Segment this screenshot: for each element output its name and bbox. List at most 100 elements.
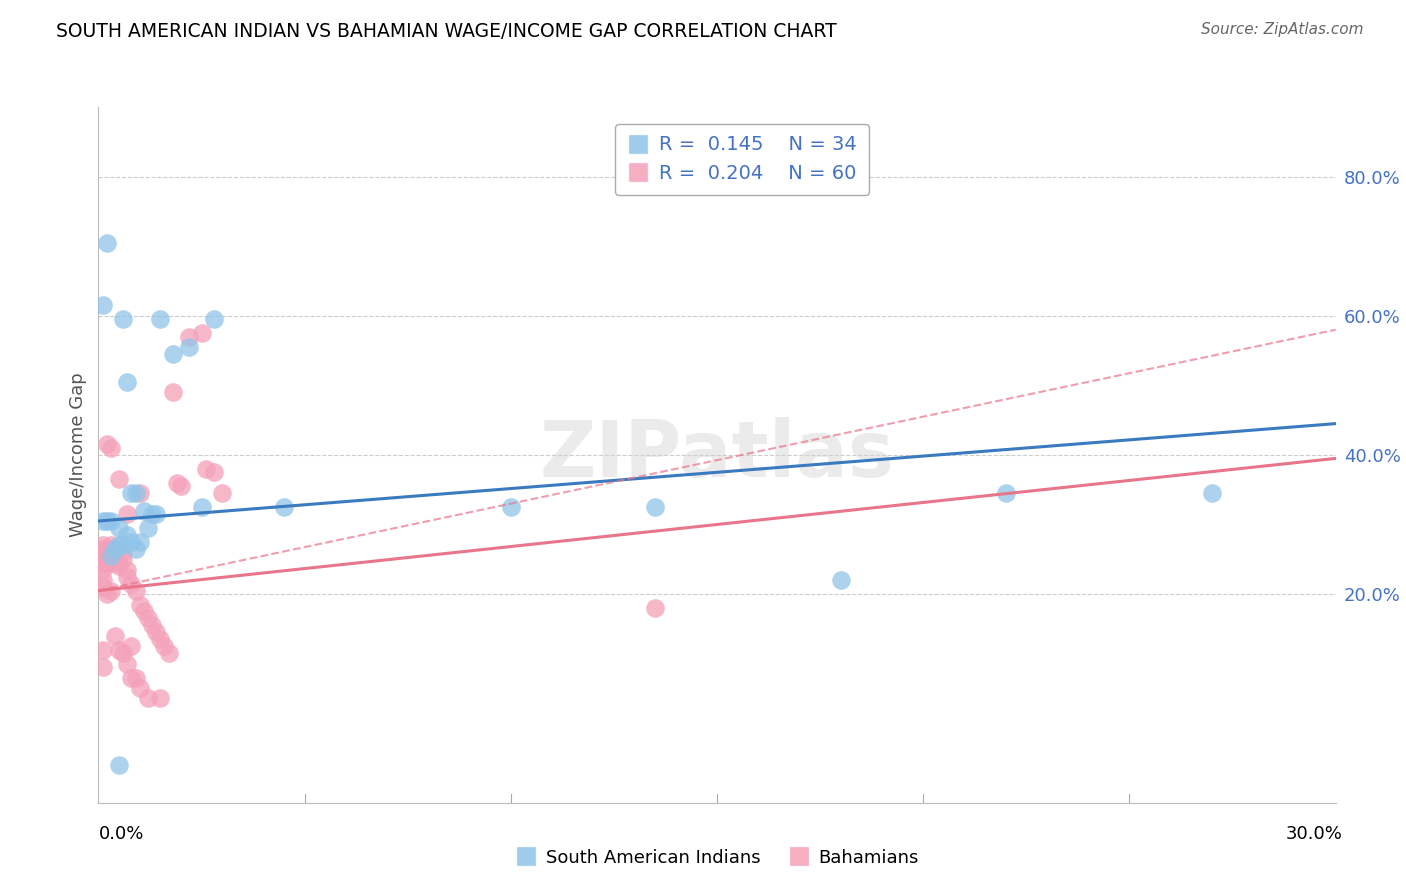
Point xyxy=(162,385,184,400)
Point xyxy=(100,556,122,570)
Point xyxy=(117,375,139,389)
Point xyxy=(96,556,118,570)
Point xyxy=(644,601,666,615)
Point xyxy=(124,486,146,500)
Point xyxy=(96,514,118,528)
Point xyxy=(108,556,131,570)
Point xyxy=(96,587,118,601)
Point xyxy=(132,605,155,619)
Point xyxy=(145,625,167,640)
Text: Source: ZipAtlas.com: Source: ZipAtlas.com xyxy=(1201,22,1364,37)
Point xyxy=(100,441,122,455)
Point xyxy=(162,347,184,361)
Point xyxy=(100,514,122,528)
Point xyxy=(100,583,122,598)
Point xyxy=(149,632,172,647)
Point xyxy=(136,611,159,625)
Point xyxy=(120,576,142,591)
Point xyxy=(96,541,118,556)
Point xyxy=(91,573,114,587)
Legend: South American Indians, Bahamians: South American Indians, Bahamians xyxy=(508,841,927,874)
Point xyxy=(120,671,142,685)
Point xyxy=(112,538,135,552)
Point xyxy=(120,486,142,500)
Point xyxy=(170,479,193,493)
Point xyxy=(100,549,122,563)
Point xyxy=(91,514,114,528)
Point xyxy=(112,312,135,326)
Point xyxy=(104,541,127,556)
Point xyxy=(145,507,167,521)
Point xyxy=(830,573,852,587)
Point xyxy=(149,312,172,326)
Point xyxy=(120,534,142,549)
Point xyxy=(104,541,127,556)
Point xyxy=(91,660,114,674)
Point xyxy=(96,437,118,451)
Point xyxy=(104,549,127,563)
Point xyxy=(141,507,163,521)
Point xyxy=(166,475,188,490)
Point xyxy=(96,235,118,250)
Point xyxy=(124,671,146,685)
Point xyxy=(994,486,1017,500)
Point xyxy=(190,500,212,514)
Point xyxy=(96,549,118,563)
Point xyxy=(202,312,225,326)
Point xyxy=(132,503,155,517)
Point xyxy=(108,757,131,772)
Point xyxy=(190,326,212,341)
Point xyxy=(108,642,131,657)
Point xyxy=(91,298,114,312)
Point xyxy=(112,552,135,566)
Point xyxy=(153,639,176,653)
Point xyxy=(117,563,139,577)
Point xyxy=(149,691,172,706)
Point xyxy=(136,691,159,706)
Point xyxy=(104,629,127,643)
Y-axis label: Wage/Income Gap: Wage/Income Gap xyxy=(69,373,87,537)
Point xyxy=(128,598,150,612)
Point xyxy=(136,521,159,535)
Point xyxy=(179,340,201,354)
Text: SOUTH AMERICAN INDIAN VS BAHAMIAN WAGE/INCOME GAP CORRELATION CHART: SOUTH AMERICAN INDIAN VS BAHAMIAN WAGE/I… xyxy=(56,22,837,41)
Point xyxy=(100,538,122,552)
Point xyxy=(108,559,131,574)
Point xyxy=(117,507,139,521)
Point xyxy=(179,329,201,343)
Point xyxy=(128,534,150,549)
Point xyxy=(124,541,146,556)
Point xyxy=(120,639,142,653)
Point xyxy=(141,618,163,632)
Point xyxy=(91,549,114,563)
Point xyxy=(91,563,114,577)
Text: 30.0%: 30.0% xyxy=(1286,825,1343,843)
Point xyxy=(117,528,139,542)
Point xyxy=(108,521,131,535)
Point xyxy=(91,580,114,594)
Point xyxy=(194,462,217,476)
Point xyxy=(202,466,225,480)
Point xyxy=(100,541,122,556)
Point xyxy=(1201,486,1223,500)
Text: ZIPatlas: ZIPatlas xyxy=(540,417,894,493)
Point xyxy=(112,646,135,660)
Point xyxy=(157,646,180,660)
Point xyxy=(91,538,114,552)
Point xyxy=(108,538,131,552)
Point xyxy=(644,500,666,514)
Point xyxy=(91,556,114,570)
Point xyxy=(124,583,146,598)
Point xyxy=(499,500,522,514)
Point xyxy=(108,472,131,486)
Point xyxy=(211,486,233,500)
Point xyxy=(117,570,139,584)
Point xyxy=(100,549,122,563)
Point xyxy=(91,642,114,657)
Point xyxy=(91,541,114,556)
Point xyxy=(273,500,295,514)
Point xyxy=(112,545,135,559)
Point xyxy=(128,681,150,695)
Text: 0.0%: 0.0% xyxy=(98,825,143,843)
Point xyxy=(117,657,139,671)
